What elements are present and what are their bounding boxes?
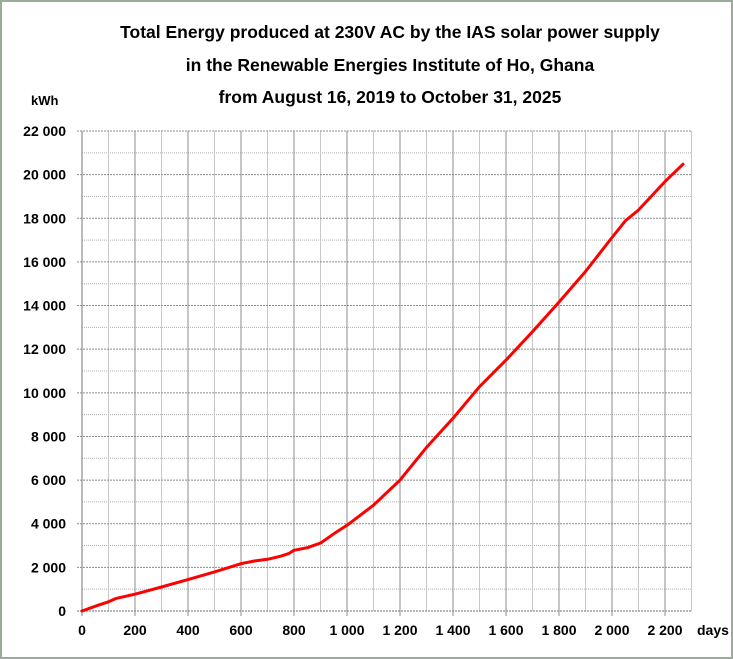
axes bbox=[77, 131, 692, 616]
y-tick-label: 16 000 bbox=[23, 254, 66, 270]
x-tick-label: 1 200 bbox=[382, 622, 417, 638]
x-tick-label: 200 bbox=[123, 622, 147, 638]
y-axis-unit-label: kWh bbox=[31, 93, 59, 108]
x-tick-label: 600 bbox=[229, 622, 253, 638]
chart-title-line-2: in the Renewable Energies Institute of H… bbox=[185, 55, 595, 75]
y-tick-label: 10 000 bbox=[23, 385, 66, 401]
y-tick-label: 2 000 bbox=[31, 559, 66, 575]
y-tick-label: 14 000 bbox=[23, 298, 66, 314]
x-tick-label: 2 200 bbox=[647, 622, 682, 638]
y-tick-label: 18 000 bbox=[23, 210, 66, 226]
x-tick-label: 1 600 bbox=[488, 622, 523, 638]
y-tick-label: 12 000 bbox=[23, 341, 66, 357]
chart-title-line-1: Total Energy produced at 230V AC by the … bbox=[120, 22, 660, 42]
x-tick-label: 1 000 bbox=[329, 622, 364, 638]
series-layer bbox=[80, 162, 685, 613]
x-tick-label: 400 bbox=[176, 622, 200, 638]
x-tick-label: 2 000 bbox=[594, 622, 629, 638]
y-tick-label: 4 000 bbox=[31, 516, 66, 532]
tick-labels: 0 2 000 4 000 6 000 8 000 10 000 12 000 14 000 1… bbox=[23, 123, 683, 638]
y-tick-label: 6 000 bbox=[31, 472, 66, 488]
x-tick-label: 0 bbox=[78, 622, 86, 638]
y-tick-label: 8 000 bbox=[31, 428, 66, 444]
x-tick-label: 800 bbox=[282, 622, 306, 638]
y-tick-label: 20 000 bbox=[23, 167, 66, 183]
energy-series-line bbox=[80, 162, 685, 613]
chart-title-line-3: from August 16, 2019 to October 31, 2025 bbox=[218, 87, 562, 107]
x-tick-label: 1 400 bbox=[435, 622, 470, 638]
grid bbox=[77, 130, 692, 616]
y-tick-label: 0 bbox=[58, 603, 66, 619]
y-tick-label: 22 000 bbox=[23, 123, 66, 139]
x-axis-label: days bbox=[697, 622, 729, 638]
x-tick-label: 1 800 bbox=[541, 622, 576, 638]
